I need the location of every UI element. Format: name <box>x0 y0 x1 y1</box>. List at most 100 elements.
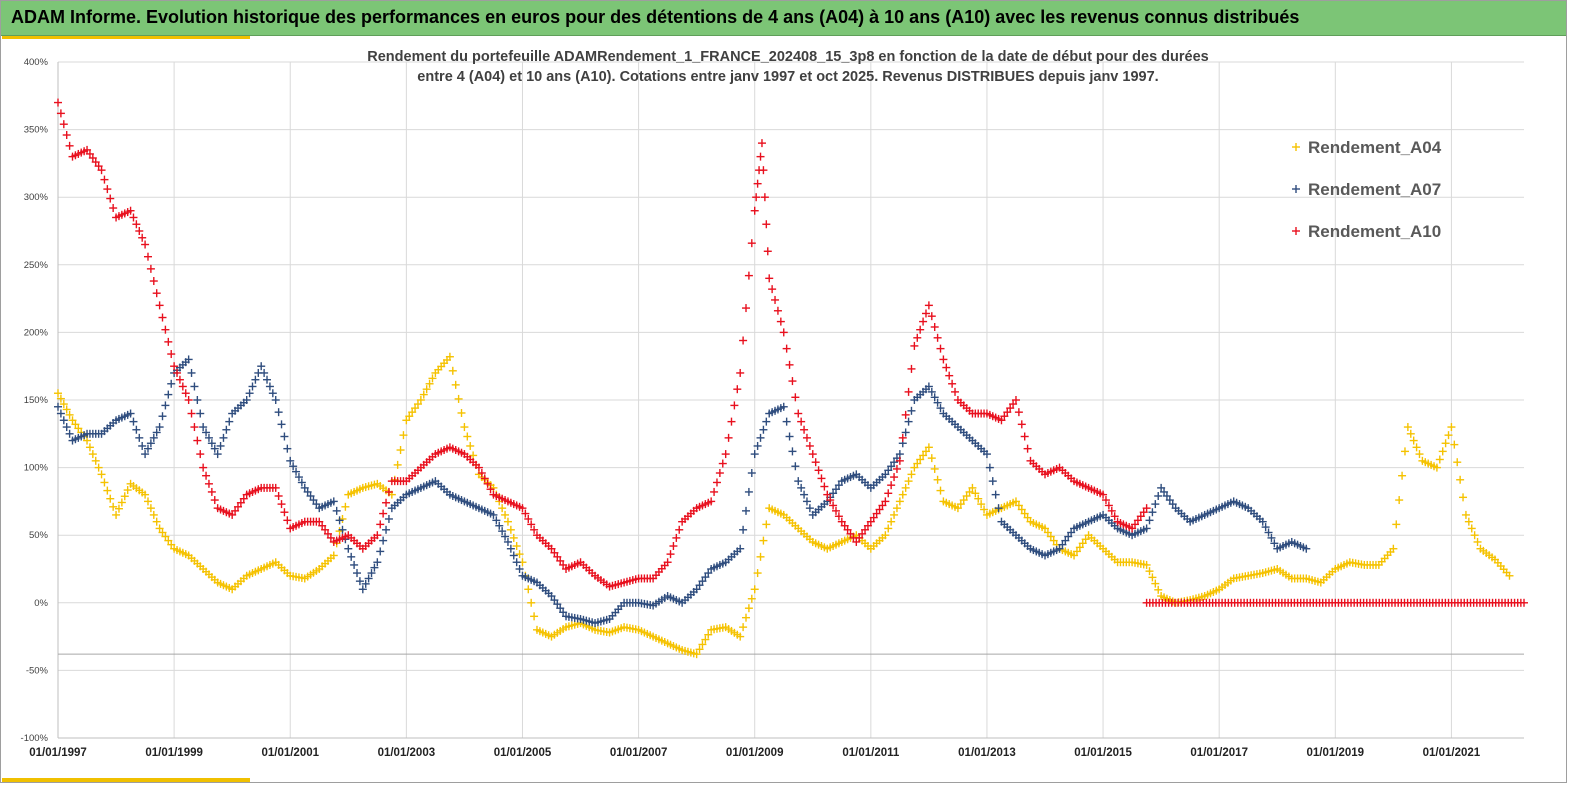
point-rendement-a07 <box>802 497 811 506</box>
point-rendement-a07 <box>1165 496 1174 505</box>
point-rendement-a10 <box>59 120 68 129</box>
point-rendement-a04 <box>530 612 539 621</box>
point-rendement-a10 <box>239 494 248 503</box>
point-rendement-a07 <box>193 396 202 404</box>
point-rendement-a10 <box>951 387 960 396</box>
point-rendement-a10 <box>805 441 814 450</box>
point-rendement-a04 <box>463 432 472 441</box>
point-rendement-a10 <box>190 423 199 432</box>
point-rendement-a04 <box>762 520 771 529</box>
point-rendement-a07 <box>129 417 138 426</box>
point-rendement-a07 <box>756 433 765 442</box>
point-rendement-a07 <box>759 425 768 434</box>
point-rendement-a04 <box>739 623 748 632</box>
point-rendement-a07 <box>167 379 176 388</box>
point-rendement-a04 <box>1450 440 1459 449</box>
point-rendement-a10 <box>904 387 913 396</box>
point-rendement-a07 <box>991 490 1000 499</box>
point-rendement-a04 <box>1049 536 1058 545</box>
point-rendement-a07 <box>312 500 321 509</box>
point-rendement-a10 <box>808 450 817 459</box>
point-rendement-a04 <box>953 504 962 513</box>
point-rendement-a10 <box>518 504 527 513</box>
point-rendement-a07 <box>379 536 388 545</box>
point-rendement-a04 <box>341 502 350 511</box>
point-rendement-a10 <box>866 517 875 526</box>
point-rendement-a04 <box>1395 496 1404 505</box>
point-rendement-a04 <box>881 531 890 540</box>
x-axis-ticks: 01/01/1997 01/01/1999 01/01/2001 01/01/2003… <box>29 747 1481 759</box>
point-rendement-a10 <box>228 510 237 519</box>
point-rendement-a10 <box>771 295 780 304</box>
point-rendement-a10 <box>271 483 280 492</box>
point-rendement-a07 <box>219 433 228 442</box>
point-rendement-a07 <box>143 444 152 453</box>
point-rendement-a04 <box>428 374 437 383</box>
point-rendement-a10 <box>948 379 957 388</box>
point-rendement-a07 <box>927 387 936 396</box>
point-rendement-a10 <box>779 328 788 337</box>
point-rendement-a07 <box>384 514 393 523</box>
point-rendement-a07 <box>132 425 141 434</box>
point-rendement-a10 <box>210 496 219 505</box>
point-rendement-a10 <box>524 514 533 523</box>
point-rendement-a10 <box>852 537 861 546</box>
point-rendement-a04 <box>1070 551 1079 560</box>
point-rendement-a04 <box>1020 509 1029 518</box>
point-rendement-a04 <box>756 552 765 561</box>
point-rendement-a07 <box>1258 517 1267 526</box>
series-rendement-a10 <box>54 98 1151 591</box>
point-rendement-a07 <box>1148 508 1157 517</box>
point-rendement-a04 <box>884 524 893 533</box>
point-rendement-a07 <box>358 585 367 594</box>
point-rendement-a04 <box>1447 423 1456 432</box>
point-rendement-a07 <box>309 496 318 505</box>
point-rendement-a07 <box>245 389 254 398</box>
point-rendement-a04 <box>94 463 103 472</box>
x-tick-label: 01/01/1999 <box>145 747 203 759</box>
point-rendement-a10 <box>747 239 756 248</box>
point-rendement-a07 <box>1055 544 1064 553</box>
point-rendement-a04 <box>1078 539 1087 548</box>
header-banner: ADAM Informe. Evolution historique des p… <box>1 1 1566 36</box>
point-rendement-a04 <box>506 525 515 534</box>
point-rendement-a07 <box>834 481 843 490</box>
point-rendement-a04 <box>974 494 983 503</box>
point-rendement-a04 <box>1441 439 1450 448</box>
point-rendement-a04 <box>112 510 121 519</box>
point-rendement-a10 <box>861 525 870 534</box>
point-rendement-a04 <box>759 536 768 545</box>
point-rendement-a04 <box>956 500 965 509</box>
point-rendement-a04 <box>892 504 901 513</box>
point-rendement-a04 <box>515 550 524 559</box>
point-rendement-a04 <box>329 551 338 560</box>
report-title: ADAM Informe. Evolution historique des p… <box>11 7 1300 27</box>
point-rendement-a10 <box>663 558 672 567</box>
point-rendement-a04 <box>167 540 176 549</box>
point-rendement-a10 <box>710 487 719 496</box>
point-rendement-a07 <box>492 516 501 525</box>
point-rendement-a04 <box>425 379 434 388</box>
point-rendement-a10 <box>782 344 791 353</box>
point-rendement-a07 <box>242 396 251 404</box>
point-rendement-a04 <box>742 613 751 622</box>
point-rendement-a07 <box>1058 540 1067 549</box>
point-rendement-a10 <box>945 371 954 380</box>
point-rendement-a07 <box>161 401 170 410</box>
y-tick-label: 350% <box>24 125 49 136</box>
point-rendement-a07 <box>742 506 751 515</box>
point-rendement-a04 <box>123 486 132 495</box>
point-rendement-a07 <box>54 402 62 411</box>
point-rendement-a10 <box>1133 516 1142 525</box>
point-rendement-a04 <box>980 505 989 514</box>
legend-item: Rendement_A10 <box>1292 222 1441 241</box>
point-rendement-a04 <box>971 489 980 498</box>
point-rendement-a07 <box>1151 500 1160 509</box>
point-rendement-a04 <box>457 408 466 417</box>
point-rendement-a10 <box>802 433 811 442</box>
point-rendement-a04 <box>71 420 80 429</box>
point-rendement-a04 <box>419 390 428 399</box>
point-rendement-a07 <box>904 417 913 426</box>
point-rendement-a10 <box>207 487 216 496</box>
point-rendement-a10 <box>817 474 826 483</box>
